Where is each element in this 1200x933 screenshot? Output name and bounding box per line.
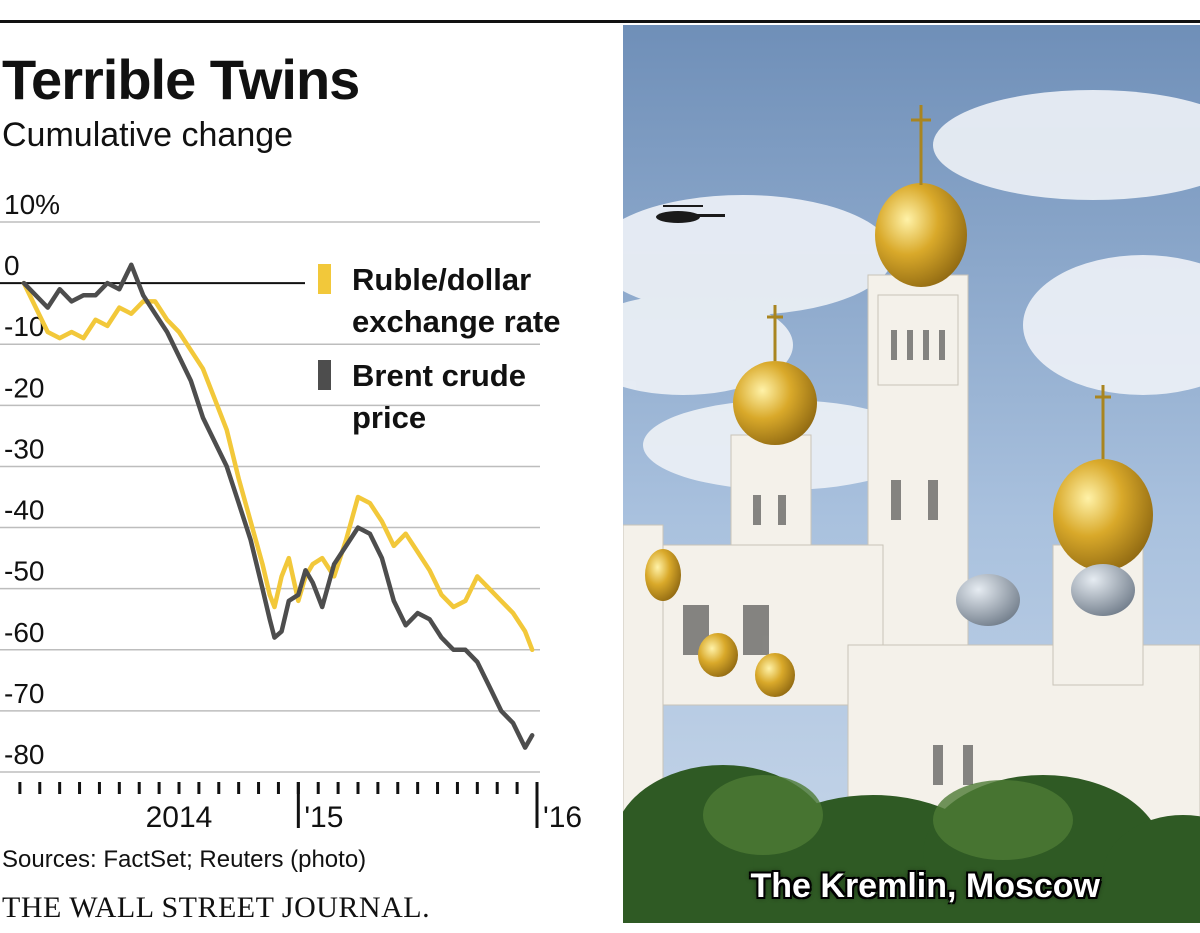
y-tick-label: -50 (4, 556, 44, 587)
photo-caption: The Kremlin, Moscow (750, 867, 1101, 905)
x-tick-label: '16 (543, 801, 582, 834)
y-tick-label: -30 (4, 433, 44, 464)
publisher-logo: THE WALL STREET JOURNAL. (2, 891, 431, 924)
legend-label: exchange rate (352, 304, 561, 339)
legend-label: Ruble/dollar (352, 262, 531, 297)
x-tick-label: 2014 (146, 801, 213, 834)
x-tick-label: '15 (304, 801, 343, 834)
kremlin-illustration (623, 25, 1200, 923)
y-tick-label: 0 (4, 250, 20, 281)
y-tick-label: -40 (4, 495, 44, 526)
y-tick-label: -60 (4, 617, 44, 648)
series-line-ruble (21, 280, 535, 653)
chart-title: Terrible Twins (2, 48, 360, 111)
legend-swatch (318, 360, 331, 390)
legend-swatch (318, 264, 331, 294)
y-tick-label: 10% (4, 189, 60, 220)
kremlin-photo: The Kremlin, Moscow (623, 25, 1200, 923)
top-rule (0, 20, 1200, 23)
y-tick-label: -20 (4, 372, 44, 403)
y-tick-label: -70 (4, 678, 44, 709)
gold-dome-left-tower (733, 361, 817, 445)
line-chart: 10%0-10-20-30-40-50-60-70-802014'15'16Ru… (0, 189, 582, 834)
series-line-brent (21, 262, 535, 750)
legend-label: Brent crude (352, 358, 526, 393)
y-tick-label: -80 (4, 739, 44, 770)
gold-dome-right (1053, 459, 1153, 571)
legend-label: price (352, 400, 426, 435)
chart-subtitle: Cumulative change (2, 116, 294, 154)
gold-dome-bell-tower (875, 183, 967, 287)
sources-note: Sources: FactSet; Reuters (photo) (2, 846, 367, 873)
